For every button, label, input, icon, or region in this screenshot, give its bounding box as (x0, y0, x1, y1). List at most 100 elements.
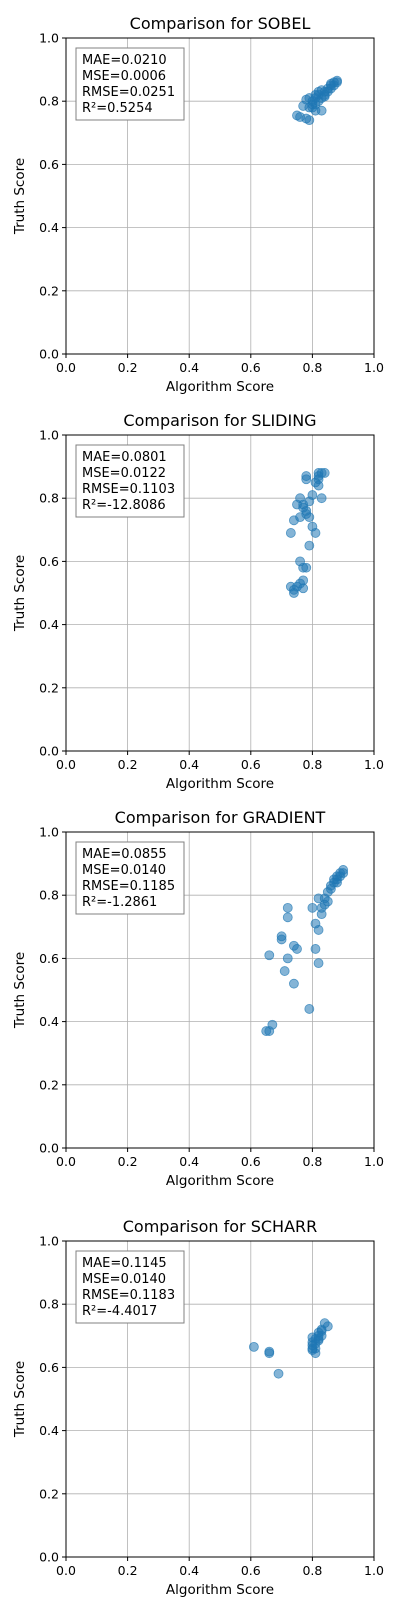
data-point (313, 893, 324, 904)
x-tick-label: 1.0 (364, 757, 384, 772)
y-tick-label: 0.0 (39, 1550, 59, 1565)
x-tick-label: 0.2 (118, 757, 138, 772)
data-point (316, 85, 327, 96)
x-tick-label: 0.8 (302, 360, 322, 375)
chart-title: Comparison for SOBEL (130, 14, 311, 33)
x-tick-label: 0.4 (179, 757, 199, 772)
data-point (313, 480, 324, 491)
x-tick-label: 0.8 (302, 1154, 322, 1169)
stats-line: MSE=0.0006 (82, 69, 166, 84)
data-point (304, 512, 315, 523)
x-axis-label: Algorithm Score (166, 1173, 274, 1189)
data-point (325, 78, 336, 89)
data-point (310, 944, 321, 954)
y-tick-label: 0.6 (39, 1360, 59, 1375)
y-tick-label: 1.0 (39, 825, 59, 840)
x-tick-label: 0.2 (118, 1154, 138, 1169)
x-tick-label: 0.6 (241, 757, 261, 772)
stats-line: MAE=0.0801 (82, 450, 167, 465)
data-point (298, 575, 309, 586)
data-point (282, 902, 293, 913)
data-point (298, 562, 309, 573)
data-point (304, 115, 315, 126)
x-tick-label: 0.6 (241, 360, 261, 375)
stats-line: MAE=0.0210 (82, 53, 167, 68)
data-point (282, 912, 293, 923)
stats-line: RMSE=0.1185 (82, 879, 175, 894)
data-point (307, 902, 318, 913)
scatter-points (261, 865, 349, 1036)
data-point (304, 540, 315, 551)
scatter-points (248, 1318, 333, 1379)
scatter-points (285, 468, 330, 598)
y-tick-label: 0.2 (39, 680, 59, 695)
x-tick-label: 0.6 (241, 1563, 261, 1578)
stats-box-frame (75, 47, 185, 121)
x-tick-label: 0.2 (118, 1563, 138, 1578)
stats-line: RMSE=0.1183 (82, 1288, 175, 1303)
x-tick-label: 1.0 (364, 1563, 384, 1578)
data-point (301, 471, 312, 481)
stats-box-frame (75, 444, 185, 518)
x-tick-label: 1.0 (364, 360, 384, 375)
stats-box-frame (75, 1250, 185, 1324)
y-tick-label: 0.0 (39, 1141, 59, 1156)
y-tick-label: 1.0 (39, 428, 59, 443)
data-point (304, 1004, 315, 1014)
chart-panel: Comparison for GRADIENT 0.0 0.2 0.4 0.6 0.8 1.… (12, 808, 384, 1189)
x-axis-label: Algorithm Score (166, 379, 274, 395)
x-axis-label: Algorithm Score (166, 1582, 274, 1598)
stats-line: R²=-4.4017 (82, 1304, 157, 1319)
y-tick-label: 0.4 (39, 1423, 59, 1438)
y-tick-label: 1.0 (39, 31, 59, 46)
x-tick-label: 0.6 (241, 1154, 261, 1169)
y-tick-label: 0.6 (39, 157, 59, 172)
y-tick-label: 0.6 (39, 554, 59, 569)
data-point (273, 1368, 284, 1379)
y-tick-label: 0.6 (39, 951, 59, 966)
y-axis-label: Truth Score (12, 555, 28, 632)
stats-box-frame (75, 841, 185, 915)
stats-box: MAE=0.1145MSE=0.0140RMSE=0.1183R²=-4.401… (75, 1250, 185, 1324)
data-point (264, 950, 275, 961)
data-point (310, 528, 321, 538)
data-point (316, 105, 327, 116)
data-point (304, 496, 315, 507)
data-point (279, 966, 290, 976)
y-tick-label: 0.8 (39, 1297, 59, 1312)
y-tick-label: 0.2 (39, 1077, 59, 1092)
data-point (313, 958, 324, 969)
plot-frame (65, 1240, 375, 1558)
x-tick-label: 0.8 (302, 757, 322, 772)
x-tick-label: 0.0 (56, 1154, 76, 1169)
chart-panel: Comparison for SOBEL 0.0 0.2 0.4 0.6 0.8 1.0 0.… (12, 14, 384, 395)
stats-line: MSE=0.0140 (82, 863, 166, 878)
chart-title: Comparison for GRADIENT (115, 808, 326, 827)
x-tick-label: 0.0 (56, 757, 76, 772)
y-tick-label: 0.0 (39, 347, 59, 362)
x-tick-label: 0.0 (56, 360, 76, 375)
y-tick-label: 0.2 (39, 283, 59, 298)
x-tick-label: 0.4 (179, 1154, 199, 1169)
plot-frame (65, 831, 375, 1149)
x-tick-label: 1.0 (364, 1154, 384, 1169)
stats-line: R²=-1.2861 (82, 895, 157, 910)
stats-line: RMSE=0.0251 (82, 85, 175, 100)
data-point (316, 1326, 327, 1336)
data-point (316, 493, 327, 504)
data-point (304, 102, 315, 113)
data-point (292, 944, 302, 954)
stats-line: R²=0.5254 (82, 101, 153, 116)
y-tick-label: 0.4 (39, 220, 59, 235)
data-point (310, 1348, 321, 1359)
data-point (248, 1341, 259, 1352)
y-tick-label: 0.4 (39, 617, 59, 632)
data-point (338, 868, 349, 878)
scatter-points (292, 75, 342, 126)
chart-title: Comparison for SLIDING (123, 411, 316, 430)
data-point (313, 925, 324, 935)
x-tick-label: 0.2 (118, 360, 138, 375)
stats-line: MAE=0.1145 (82, 1256, 167, 1271)
